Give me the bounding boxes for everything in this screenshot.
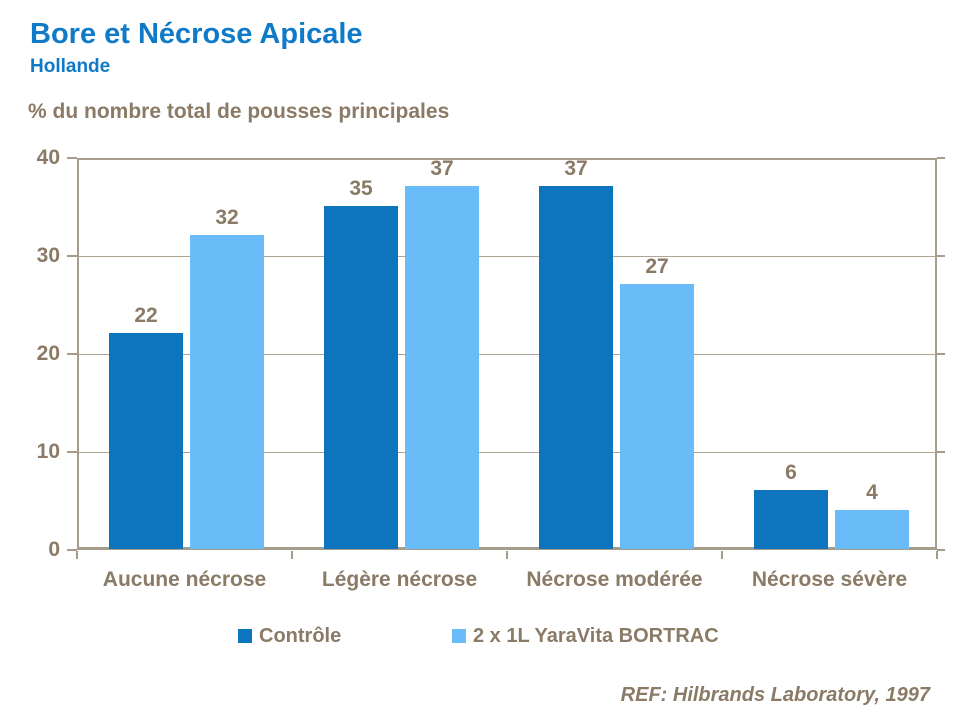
x-tick-mark — [506, 551, 508, 559]
y-tick-label: 40 — [36, 146, 60, 169]
bar-value-label: 6 — [785, 461, 797, 484]
y-tick-mark — [937, 157, 945, 159]
bars-container: 22 35 37 6 32 37 27 4 — [77, 157, 937, 549]
bar-value-label: 4 — [866, 481, 878, 504]
y-tick-mark — [67, 157, 77, 159]
x-tick-mark — [76, 551, 78, 559]
legend-swatch-icon — [452, 629, 466, 643]
legend-item-2: 2 x 1L YaraVita BORTRAC — [452, 624, 719, 648]
y-tick-label: 30 — [36, 244, 60, 267]
bar-contr-le-1 — [324, 206, 398, 549]
y-tick-mark — [937, 451, 945, 453]
plot-area: 22 35 37 6 32 37 27 4 — [77, 157, 937, 550]
legend-swatch-icon — [238, 629, 252, 643]
chart-subtitle: Hollande — [30, 56, 111, 77]
legend-label: Contrôle — [259, 624, 342, 647]
y-tick-label: 20 — [36, 342, 60, 365]
y-tick-mark — [937, 255, 945, 257]
bar-value-label: 37 — [564, 157, 588, 180]
x-tick-mark — [721, 551, 723, 559]
bar-contr-le-2 — [539, 186, 613, 549]
x-category-label: Nécrose sévère — [751, 568, 908, 591]
y-tick-mark — [67, 353, 77, 355]
bar-2-x-1l-yaravita-bortrac-0 — [190, 235, 264, 549]
bar-2-x-1l-yaravita-bortrac-2 — [620, 284, 694, 549]
y-tick-mark — [937, 549, 945, 551]
x-tick-mark — [291, 551, 293, 559]
y-tick-mark — [937, 353, 945, 355]
x-category-label: Aucune nécrose — [102, 568, 267, 591]
y-tick-mark — [67, 549, 77, 551]
bar-2-x-1l-yaravita-bortrac-3 — [835, 510, 909, 549]
bar-2-x-1l-yaravita-bortrac-1 — [405, 186, 479, 549]
legend-label: 2 x 1L YaraVita BORTRAC — [473, 624, 719, 647]
bar-value-label: 22 — [134, 304, 158, 327]
bar-value-label: 32 — [215, 206, 239, 229]
gridline — [77, 452, 937, 453]
y-tick-label: 10 — [36, 440, 60, 463]
gridline — [77, 256, 937, 257]
y-tick-label: 0 — [48, 538, 60, 561]
y-axis-title: % du nombre total de pousses principales — [28, 100, 450, 123]
bar-value-label: 27 — [645, 255, 669, 278]
y-tick-mark — [67, 451, 77, 453]
bar-contr-le-0 — [109, 333, 183, 549]
x-category-label: Légère nécrose — [321, 568, 478, 591]
x-tick-mark — [936, 551, 938, 559]
bar-contr-le-3 — [754, 490, 828, 549]
x-category-label: Nécrose modérée — [526, 568, 703, 591]
bar-value-label: 37 — [430, 157, 454, 180]
bar-value-label: 35 — [349, 177, 373, 200]
chart-title: Bore et Nécrose Apicale — [30, 18, 363, 50]
reference-note: REF: Hilbrands Laboratory, 1997 — [620, 684, 930, 706]
y-tick-mark — [67, 255, 77, 257]
legend-item-1: Contrôle — [238, 624, 341, 648]
gridline — [77, 354, 937, 355]
